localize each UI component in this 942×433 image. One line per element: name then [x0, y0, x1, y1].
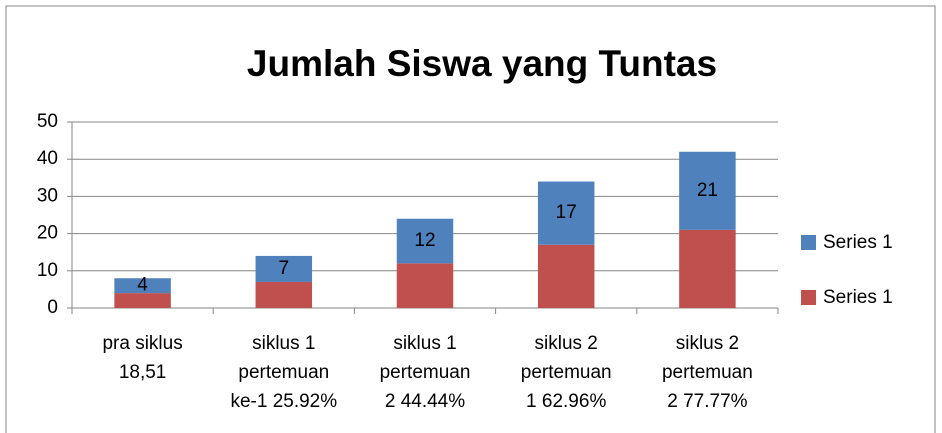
- legend-swatch: [801, 235, 816, 250]
- x-tick-label: siklus 1: [393, 333, 456, 354]
- y-tick-label: 20: [37, 223, 58, 244]
- bar-segment: [255, 255, 313, 282]
- bar-segment: [396, 218, 454, 264]
- data-label: 17: [556, 202, 577, 223]
- bar-segment: [114, 278, 171, 294]
- bar-segment: [396, 263, 454, 308]
- data-label: 4: [137, 275, 148, 296]
- y-tick-label: 40: [37, 148, 58, 169]
- x-tick-label: ke-1 25.92%: [230, 391, 337, 412]
- x-tick-label: pertemuan: [238, 362, 329, 383]
- y-tick-label: 50: [37, 111, 58, 132]
- x-tick-label: pertemuan: [521, 362, 612, 383]
- y-tick-label: 30: [37, 185, 58, 206]
- x-tick-label: siklus 2: [535, 333, 598, 354]
- bar-segment: [679, 229, 736, 308]
- data-label: 12: [414, 230, 435, 251]
- bar-segment: [537, 181, 595, 245]
- x-tick-label: pra siklus: [102, 333, 182, 354]
- bar-segment: [679, 151, 736, 230]
- chart-frame: [5, 5, 936, 433]
- data-label: 7: [279, 258, 290, 279]
- x-tick-label: pertemuan: [662, 362, 753, 383]
- x-tick-label: pertemuan: [380, 362, 471, 383]
- x-tick-label: 2 77.77%: [667, 391, 747, 412]
- legend-swatch: [801, 290, 816, 305]
- x-tick-label: 1 62.96%: [526, 391, 606, 412]
- legend-label: Series 1: [823, 287, 893, 308]
- legend-label: Series 1: [823, 232, 893, 253]
- bar-segment: [255, 281, 313, 308]
- x-tick-label: 18,51: [119, 362, 167, 383]
- y-tick-label: 0: [47, 297, 58, 318]
- bar-segment: [114, 293, 171, 308]
- data-label: 21: [697, 180, 718, 201]
- bar-segment: [537, 244, 595, 308]
- x-tick-label: siklus 1: [252, 333, 315, 354]
- y-tick-label: 10: [37, 260, 58, 281]
- x-tick-label: 2 44.44%: [385, 391, 465, 412]
- x-tick-label: siklus 2: [676, 333, 739, 354]
- chart-title: Jumlah Siswa yang Tuntas: [247, 43, 717, 84]
